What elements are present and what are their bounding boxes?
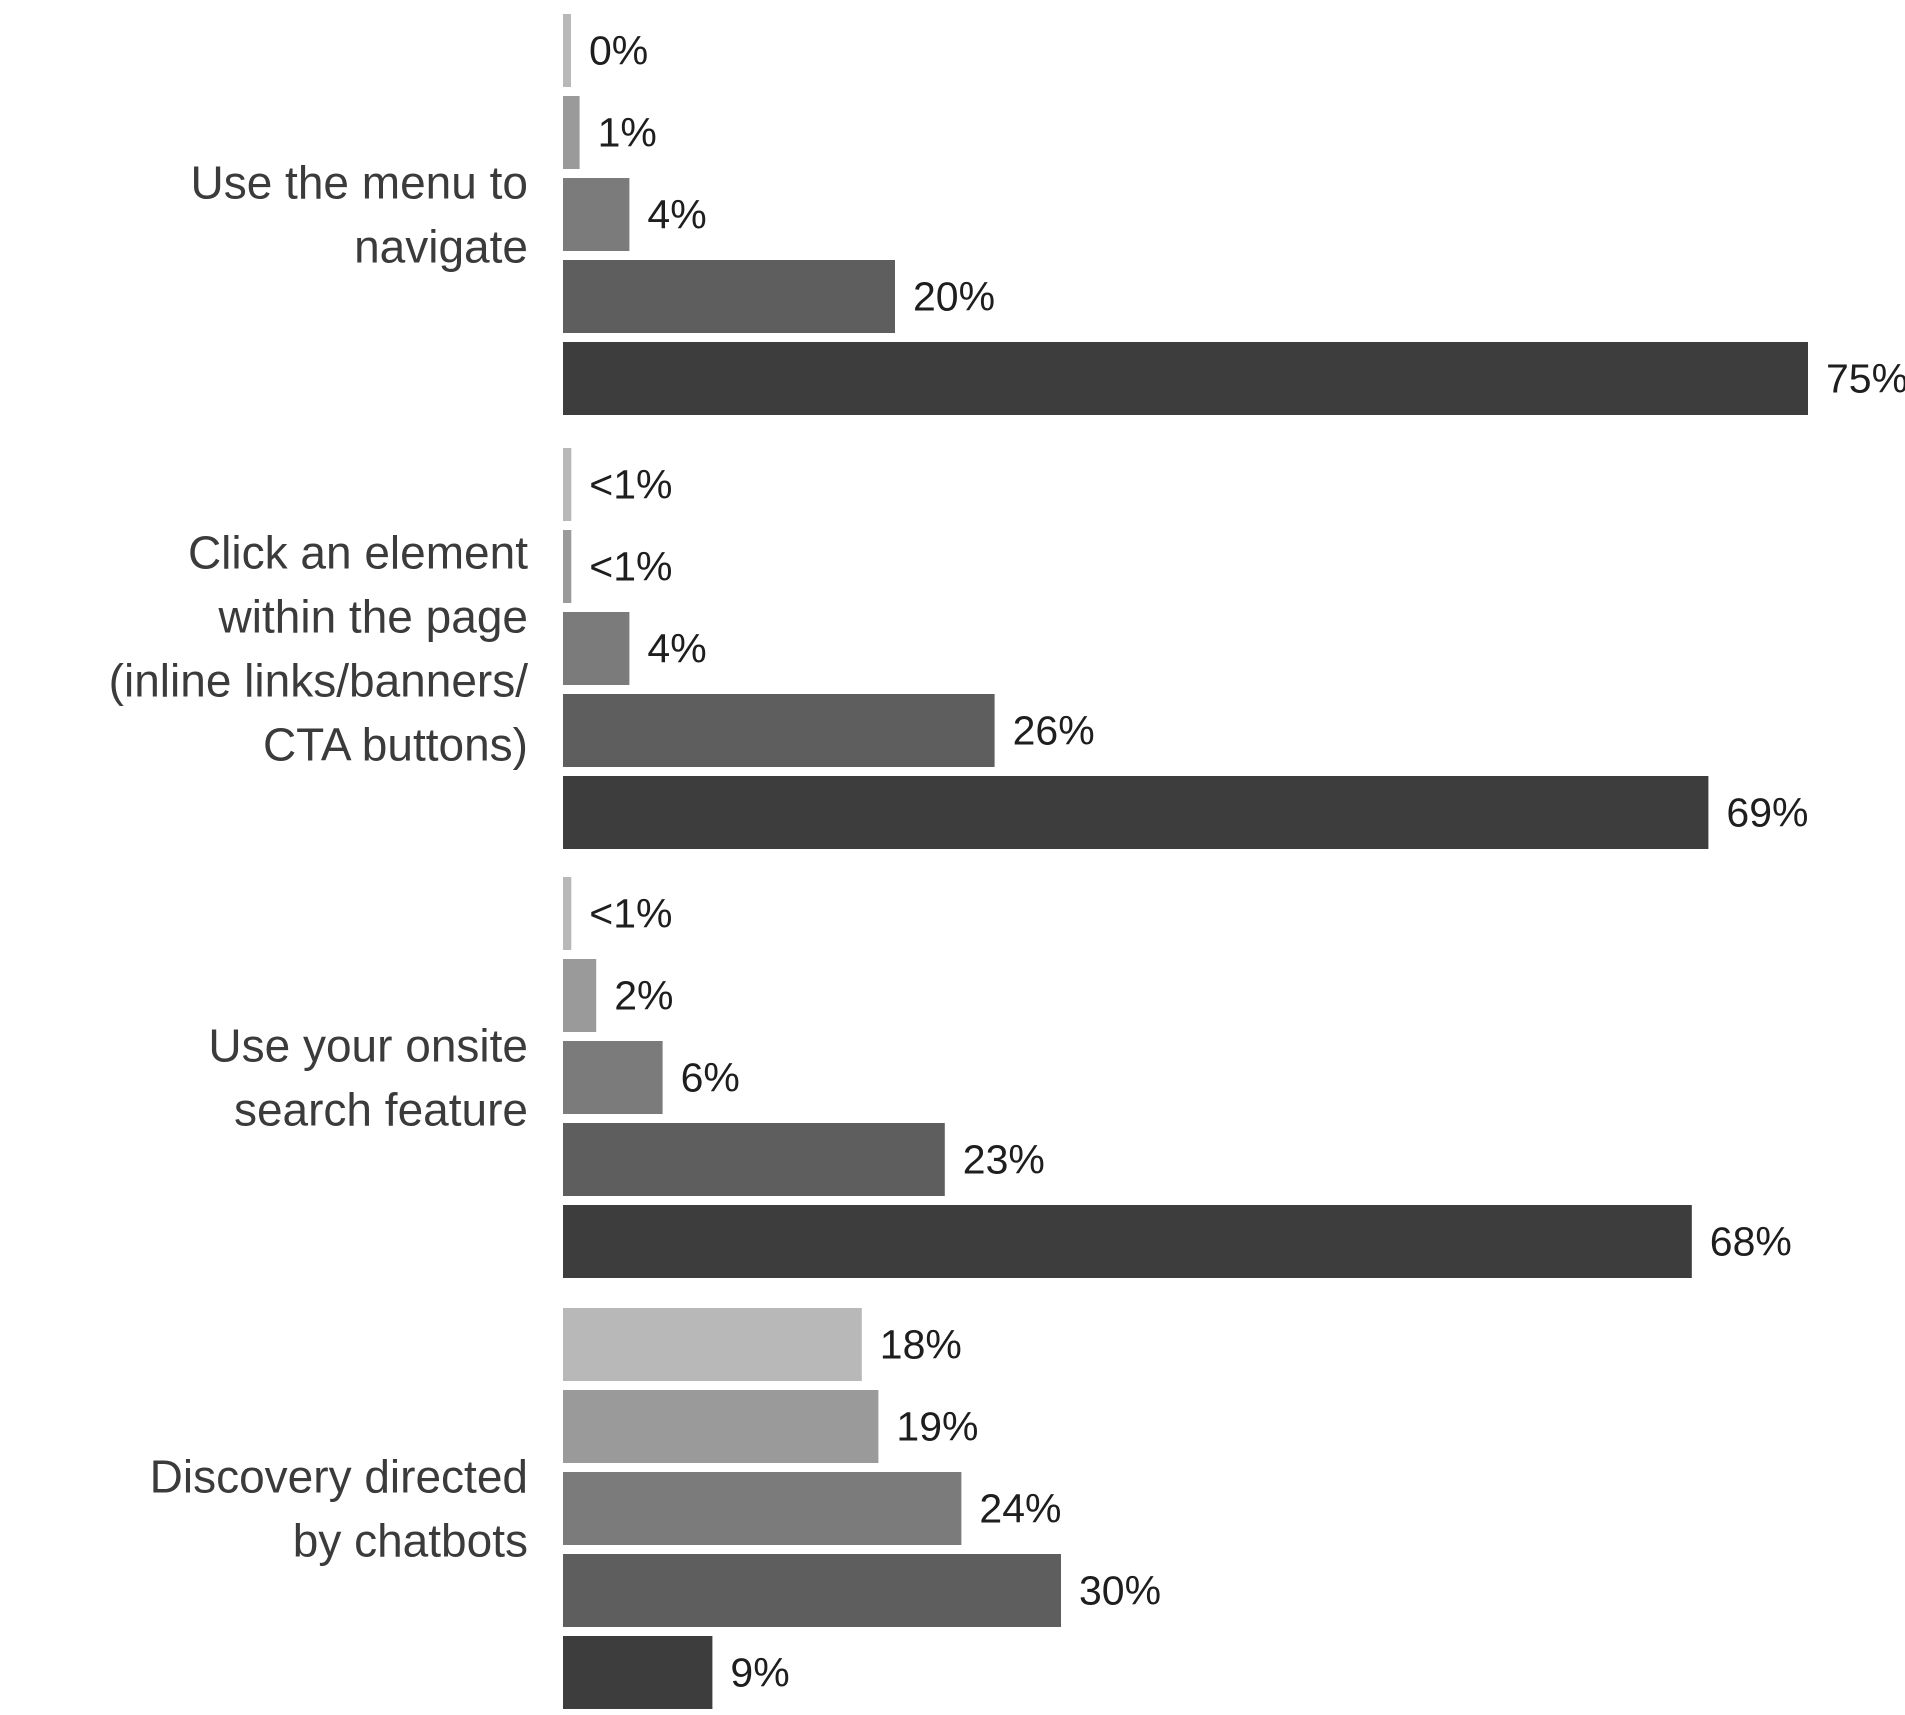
bar-g1-s4 [563, 260, 895, 333]
category-label-2-line-2: within the page [218, 591, 528, 643]
value-label-g4-s3: 24% [979, 1486, 1061, 1532]
bar-g4-s1 [563, 1308, 862, 1381]
value-label-g1-s4: 20% [913, 274, 995, 320]
value-label-g4-s4: 30% [1079, 1568, 1161, 1614]
bar-g4-s4 [563, 1554, 1061, 1627]
value-label-g3-s2: 2% [614, 973, 673, 1019]
bar-g3-s4 [563, 1123, 945, 1196]
bar-g3-s3 [563, 1041, 663, 1114]
value-label-g1-s5: 75% [1826, 356, 1905, 402]
category-label-1-line-2: navigate [354, 221, 528, 273]
category-label-3-line-2: search feature [234, 1084, 528, 1136]
value-label-g4-s1: 18% [880, 1322, 962, 1368]
category-label-1-line-1: Use the menu to [190, 157, 528, 209]
category-label-2-line-1: Click an element [188, 527, 528, 579]
bar-g2-s1 [563, 448, 572, 521]
category-label-1: Use the menu to navigate [190, 157, 528, 273]
value-label-g2-s4: 26% [1013, 708, 1095, 754]
category-label-4-line-1: Discovery directed [150, 1451, 528, 1503]
category-label-4: Discovery directed by chatbots [150, 1451, 528, 1567]
bar-g3-s2 [563, 959, 597, 1032]
value-label-g4-s5: 9% [730, 1650, 789, 1696]
bar-g2-s2 [563, 530, 572, 603]
category-label-2: Click an element within the page (inline l… [109, 527, 529, 771]
value-label-g2-s5: 69% [1726, 790, 1808, 836]
value-label-g3-s4: 23% [963, 1137, 1045, 1183]
category-label-2-line-4: CTA buttons) [263, 719, 528, 771]
bar-g1-s5 [563, 342, 1808, 415]
bar-g2-s4 [563, 694, 995, 767]
value-label-g3-s5: 68% [1710, 1219, 1792, 1265]
category-label-2-line-3: (inline links/banners/ [109, 655, 529, 707]
bar-g1-s2 [563, 96, 580, 169]
value-label-g1-s2: 1% [598, 110, 657, 156]
bar-g1-s3 [563, 178, 630, 251]
bar-g3-s5 [563, 1205, 1692, 1278]
value-labels-layer: 0% 1% 4% 20% 75% <1% <1% 4% 26% 69% <1% 2%6% 23% 68% 1… [589, 28, 1905, 1696]
bar-g4-s2 [563, 1390, 879, 1463]
value-label-g4-s2: 19% [896, 1404, 978, 1450]
value-label-g1-s1: 0% [589, 28, 648, 74]
bar-g4-s5 [563, 1636, 713, 1709]
value-label-g3-s3: 6% [681, 1055, 740, 1101]
bar-g2-s5 [563, 776, 1709, 849]
bar-g4-s3 [563, 1472, 962, 1545]
category-label-3-line-1: Use your onsite [208, 1020, 528, 1072]
bar-g2-s3 [563, 612, 630, 685]
category-label-4-line-2: by chatbots [293, 1515, 528, 1567]
value-label-g2-s2: <1% [589, 544, 672, 590]
value-label-g1-s3: 4% [647, 192, 706, 238]
bar-g3-s1 [563, 877, 572, 950]
value-label-g2-s3: 4% [647, 626, 706, 672]
category-labels-layer: Use the menu to navigate Click an element w… [109, 157, 529, 1567]
bar-g1-s1 [563, 14, 571, 87]
value-label-g3-s1: <1% [589, 891, 672, 937]
bars-layer [563, 14, 1808, 1709]
category-label-3: Use your onsite search feature [208, 1020, 528, 1136]
value-label-g2-s1: <1% [589, 462, 672, 508]
